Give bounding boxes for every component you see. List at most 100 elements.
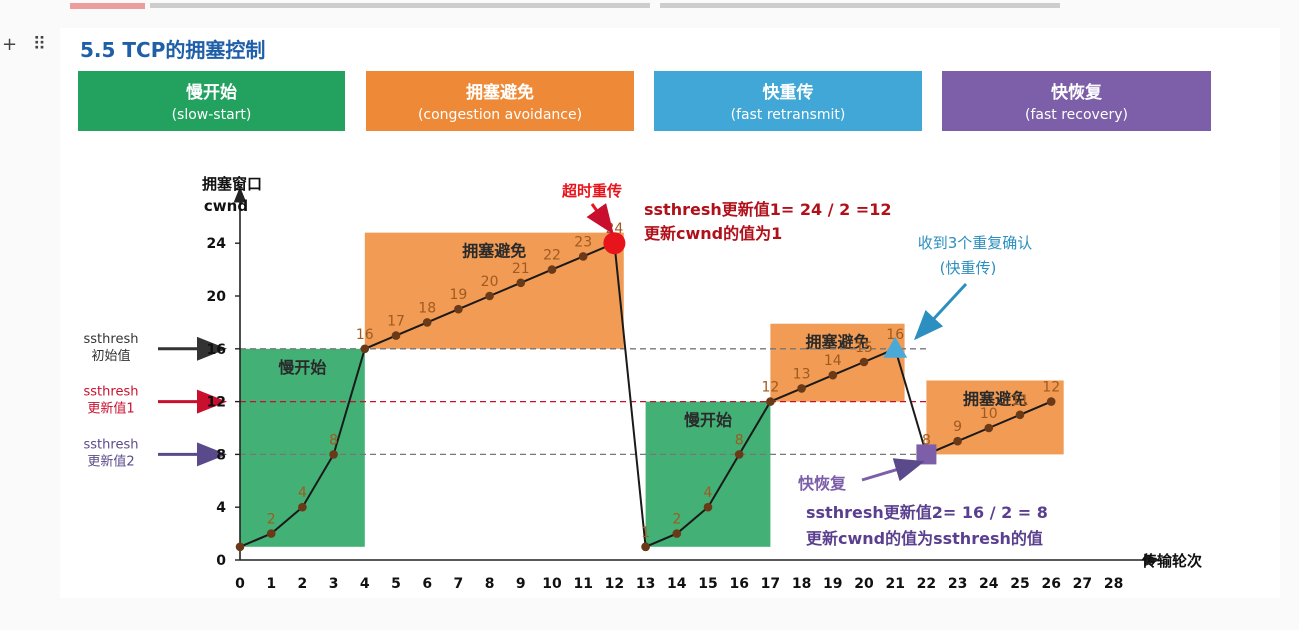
x-tick-label: 0 [235, 576, 245, 592]
x-tick-label: 14 [667, 576, 687, 592]
data-label: 23 [574, 234, 592, 250]
data-point [454, 304, 463, 314]
drag-handle-icon[interactable]: ⠿ [32, 34, 47, 55]
x-tick-label: 3 [329, 576, 339, 592]
data-point [578, 252, 588, 261]
data-point [797, 384, 806, 393]
phase-fast-recovery: 快恢复 (fast recovery) [942, 71, 1211, 131]
x-tick-label: 26 [1041, 576, 1060, 592]
data-label: 2 [267, 512, 276, 528]
data-label: 2 [672, 512, 681, 528]
x-tick-label: 4 [360, 576, 370, 592]
data-label: 20 [481, 274, 499, 290]
series-line [613, 243, 647, 547]
fast-recovery-note: ssthresh更新值2= 16 / 2 = 8 [806, 503, 1048, 522]
data-point [547, 265, 557, 274]
x-tick-label: 9 [516, 576, 526, 592]
data-label: 12 [761, 380, 779, 396]
timeout-arrow [586, 203, 614, 235]
timeout-note: ssthresh更新值1= 24 / 2 =12 [644, 200, 891, 219]
y-tick-label: 4 [216, 500, 226, 516]
data-point [641, 542, 650, 552]
data-label: 9 [953, 419, 962, 435]
region-label: 拥塞避免 [462, 242, 526, 261]
region-box [240, 348, 365, 547]
phase-label-zh: 慢开始 [186, 83, 237, 103]
data-label: 12 [1042, 380, 1060, 396]
threshold-label: ssthresh [84, 332, 139, 347]
threshold-label: ssthresh [84, 385, 139, 400]
data-label: 1 [641, 525, 650, 541]
cropped-text-strip [70, 3, 1060, 9]
data-label: 17 [387, 314, 405, 330]
threshold-label: 更新值1 [87, 401, 134, 417]
dupack-marker [883, 336, 908, 358]
region-box [364, 232, 624, 349]
phase-congestion-avoidance: 拥塞避免 (congestion avoidance) [366, 71, 634, 131]
data-point [266, 529, 276, 538]
y-tick-label: 12 [207, 395, 226, 411]
y-tick-label: 16 [207, 342, 226, 358]
data-label: 19 [449, 287, 467, 303]
data-label: 14 [824, 353, 842, 369]
y-tick-label: 20 [207, 289, 227, 305]
x-axis-label: 传输轮次 [1141, 552, 1202, 570]
x-tick-label: 1 [266, 576, 276, 592]
data-point [360, 344, 370, 354]
y-axis-label: 拥塞窗口 [202, 175, 262, 193]
y-axis-label: cwnd [204, 197, 248, 215]
data-point [859, 357, 869, 367]
region-label: 拥塞避免 [963, 389, 1027, 408]
threshold-label: ssthresh [84, 437, 139, 452]
annotation-layer: 超时重传 ssthresh更新值1= 24 / 2 =12 更新cwnd的值为1 收到… [561, 182, 1048, 548]
phase-label-zh: 快重传 [762, 83, 814, 103]
data-point [984, 423, 994, 433]
data-label: 13 [793, 366, 811, 382]
x-tick-label: 23 [948, 576, 967, 592]
x-tick-label: 7 [454, 576, 464, 592]
data-label: 8 [922, 432, 931, 448]
region-box [926, 380, 1064, 455]
phase-label-zh: 拥塞避免 [466, 83, 534, 103]
data-point [329, 450, 338, 459]
timeout-label: 超时重传 [561, 182, 622, 200]
phase-fast-retransmit: 快重传 (fast retransmit) [654, 71, 922, 131]
x-tick-label: 8 [485, 576, 495, 592]
data-point [672, 529, 682, 538]
x-tick-label: 25 [1010, 576, 1029, 592]
fast-recovery-label: 快恢复 [798, 474, 847, 493]
data-point [485, 291, 494, 301]
data-label: 4 [298, 485, 307, 501]
section-title: 5.5 TCP的拥塞控制 [80, 38, 266, 62]
region-label: 慢开始 [684, 411, 732, 430]
phase-label-zh: 快恢复 [1051, 83, 1102, 103]
data-point [828, 370, 838, 380]
data-point [516, 278, 526, 288]
data-point [1046, 397, 1056, 406]
add-block-icon[interactable]: + [2, 34, 18, 55]
x-tick-label: 27 [1073, 576, 1092, 592]
x-tick-label: 28 [1104, 576, 1123, 592]
x-tick-label: 21 [885, 576, 904, 592]
data-label: 11 [1011, 393, 1029, 409]
region-box [770, 323, 905, 402]
x-tick-label: 16 [729, 576, 748, 592]
dupack-label: 收到3个重复确认 [918, 234, 1033, 252]
block-toolbar: + ⠿ [2, 34, 56, 55]
x-tick-label: 24 [979, 576, 999, 592]
dupack-label: (快重传) [940, 259, 997, 277]
timeout-marker [603, 232, 626, 255]
x-tick-label: 17 [761, 576, 780, 592]
data-label: 15 [855, 340, 873, 356]
data-label: 22 [543, 248, 561, 264]
axes-layer: 0 1 2 3 4 5 6 7 8 9 10 11 12 13 14 15 16 17 18 19 20 21 22 23 24… [202, 175, 1202, 592]
x-tick-label: 10 [542, 576, 562, 592]
data-point [298, 502, 307, 512]
data-point [766, 397, 775, 406]
phase-label-en: (fast recovery) [1025, 107, 1128, 123]
data-label: 18 [418, 300, 436, 316]
